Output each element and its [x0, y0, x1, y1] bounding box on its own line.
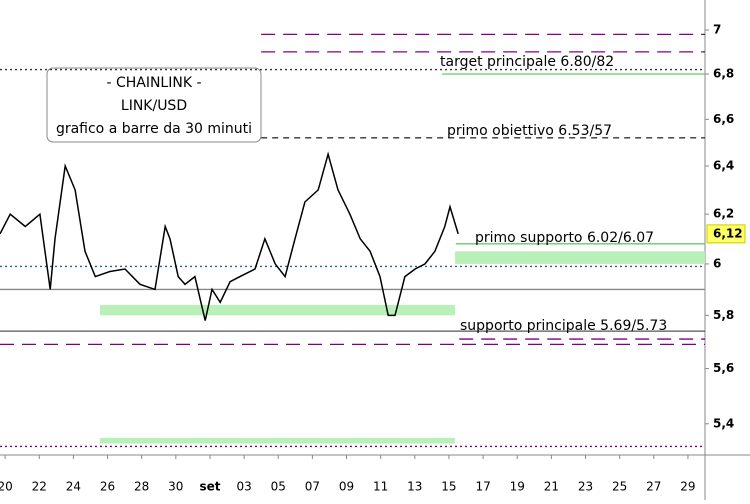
x-tick-label: 26: [100, 480, 115, 494]
x-tick-label: 29: [680, 480, 695, 494]
title-box: [46, 67, 262, 143]
price-line: [0, 151, 459, 321]
x-tick-label: 22: [32, 480, 47, 494]
y-tick-label: 6: [713, 256, 721, 270]
y-tick-label: 5,6: [713, 361, 734, 375]
annotation: primo obiettivo 6.53/57: [447, 123, 612, 139]
x-tick-label: set: [199, 480, 220, 494]
x-tick-label: 20: [0, 480, 13, 494]
x-tick-label: 07: [305, 480, 320, 494]
x-tick-label: 13: [407, 480, 422, 494]
x-tick-label: 28: [134, 480, 149, 494]
x-tick-label: 19: [510, 480, 525, 494]
x-tick-label: 21: [544, 480, 559, 494]
y-tick-label: 6,6: [713, 112, 734, 126]
annotation: target principale 6.80/82: [440, 54, 614, 70]
x-tick-label: 17: [475, 480, 490, 494]
y-tick-label: 7: [713, 23, 721, 37]
last-price-label: 6,12: [713, 226, 743, 240]
y-tick-label: 6,8: [713, 67, 734, 81]
title-line: - CHAINLINK -: [106, 75, 201, 91]
zone: [100, 437, 456, 444]
x-tick-label: 11: [373, 480, 388, 494]
zone: [455, 251, 705, 264]
x-tick-label: 09: [339, 480, 354, 494]
y-tick-label: 5,8: [713, 308, 734, 322]
x-tick-label: 23: [578, 480, 593, 494]
annotation: primo supporto 6.02/6.07: [475, 230, 654, 246]
last-price-box: [706, 224, 746, 244]
annotation: supporto principale 5.69/5.73: [460, 318, 667, 334]
x-tick-label: 03: [236, 480, 251, 494]
x-tick-label: 05: [271, 480, 286, 494]
zone: [100, 304, 456, 316]
x-tick-label: 25: [612, 480, 627, 494]
title-line: grafico a barre da 30 minuti: [56, 121, 252, 137]
x-tick-label: 24: [66, 480, 81, 494]
x-tick-label: 15: [441, 480, 456, 494]
y-tick-label: 5,4: [713, 416, 734, 430]
x-tick-label: 30: [168, 480, 183, 494]
title-line: LINK/USD: [121, 98, 187, 114]
y-tick-label: 6,2: [713, 207, 734, 221]
x-tick-label: 27: [646, 480, 661, 494]
y-tick-label: 6,4: [713, 159, 734, 173]
